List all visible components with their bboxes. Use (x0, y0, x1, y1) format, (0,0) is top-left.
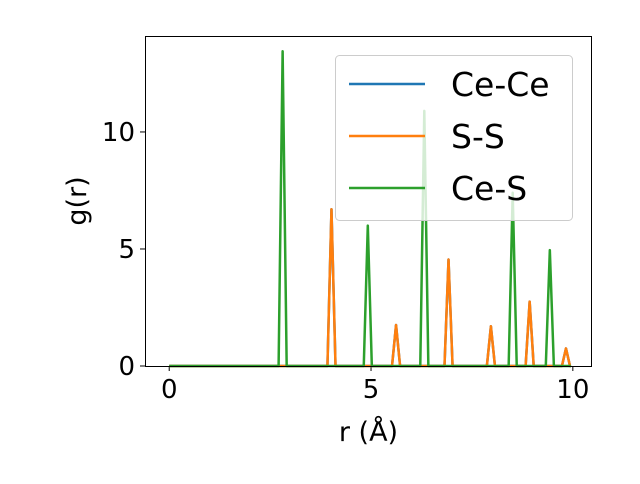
y-tick-label: 0 (118, 352, 135, 382)
axis-labels: r (Å) g(r) (62, 176, 398, 448)
legend: Ce-Ce S-S Ce-S (335, 55, 573, 221)
y-tick-label: 10 (102, 118, 135, 148)
ticks: 0 5 10 0 5 10 (102, 118, 589, 405)
plot-frame (145, 36, 592, 367)
x-tick-label: 5 (363, 375, 380, 405)
legend-box (335, 55, 573, 221)
y-axis-label: g(r) (62, 176, 93, 225)
x-tick-label: 0 (161, 375, 178, 405)
legend-label: Ce-S (451, 169, 527, 208)
y-tick-label: 5 (118, 235, 135, 265)
x-tick-label: 10 (556, 375, 589, 405)
legend-label: S-S (451, 117, 505, 156)
x-axis-label: r (Å) (339, 416, 398, 448)
legend-label: Ce-Ce (451, 65, 550, 104)
